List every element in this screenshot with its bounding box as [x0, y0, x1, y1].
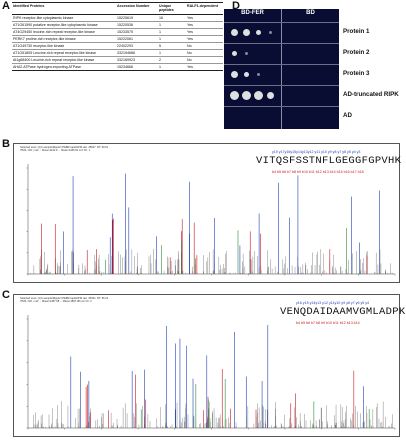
panel-label-a: A [2, 0, 10, 12]
table-row: AHA2 ATPase hydrogen-exporting ATPase 152… [12, 63, 223, 71]
table-row: RIPK receptor-like cytoplasmic kinase 152… [12, 14, 223, 22]
yeast-colony [245, 52, 248, 55]
peptide-sequence: VENQDAIDAAMVGMLADPK [280, 306, 406, 318]
table-cell: 5 [158, 42, 186, 50]
column-header: RALF1-dependent [186, 2, 223, 15]
table-cell: RIPK receptor-like cytoplasmic kinase [12, 14, 116, 22]
yeast-colony [267, 92, 274, 99]
row-divider [224, 43, 339, 44]
table-cell: AHA2 ATPase hydrogen-exporting ATPase [12, 63, 116, 71]
plate-row-label: AD-truncated RIPK [343, 91, 399, 98]
table-cell: 15222061 [116, 35, 158, 43]
plate-row-label: Protein 1 [343, 28, 370, 35]
yeast-colony [269, 31, 272, 34]
row-divider [224, 64, 339, 65]
table-row: AT1G51805 Leucine-rich repeat receptor-l… [12, 49, 223, 57]
table-cell: 332189923 [116, 56, 158, 64]
table-cell: 15225619 [116, 14, 158, 22]
table-row: AT1G49730 receptor-like kinase 22402293 5 N… [12, 42, 223, 50]
table-cell: PERK7 proline-rich receptor-like kinase [12, 35, 116, 43]
table-cell: Yes [186, 63, 223, 71]
table-cell: 15233575 [116, 28, 158, 36]
table-cell: 1 [158, 63, 186, 71]
b-ion-labels: b4 b5 b6 b7 b8 b9 b10 b11 b12 b13 b14 b1… [272, 170, 364, 174]
table-cell: 22402293 [116, 42, 158, 50]
plate-row [224, 64, 339, 85]
plate-row [224, 22, 339, 43]
yeast-colony [256, 30, 261, 35]
table-cell: AT1G61590 putative receptor-like cytopla… [12, 21, 116, 29]
plate-row-label: Protein 2 [343, 49, 370, 56]
plate-row [224, 85, 339, 106]
plate-row-label: AD [343, 112, 352, 119]
column-header: Accession Number [116, 2, 158, 15]
row-divider [224, 22, 339, 23]
table-cell: No [186, 49, 223, 57]
yeast-colony [244, 72, 249, 77]
y-ion-labels: y19 y17y16y15y14y13y12 y11 y10 y9 y8 y7 … [272, 150, 361, 154]
table-cell: AT1G49730 receptor-like kinase [12, 42, 116, 50]
scan-header: Selected scan: [1] b-sample/RippleY-PEBR… [20, 146, 109, 153]
yeast-colony [232, 51, 237, 56]
table-cell: 332194686 [116, 49, 158, 57]
row-divider [224, 85, 339, 86]
table-cell: Yes [186, 28, 223, 36]
table-cell: Yes [186, 14, 223, 22]
yeast-colony [257, 73, 260, 76]
row-divider [224, 106, 339, 107]
plate-divider [281, 9, 282, 129]
ms-spectrum-c: Selected scan: [1] b-sample/RippleY-PEBR… [13, 294, 405, 437]
yeast-colony [230, 91, 239, 100]
column-label-bd: BD [306, 10, 315, 16]
table-cell: 1 [158, 28, 186, 36]
table-cell: 1 [158, 49, 186, 57]
peptide-sequence: VITQSFSSTNFLGEGGFGPVHK [256, 155, 402, 167]
table-cell: 16 [158, 14, 186, 22]
table-row: AT4G29450 leucine-rich repeat receptor-l… [12, 28, 223, 36]
yeast-two-hybrid-plate: BD-FER BD [224, 9, 339, 129]
panel-label-c: C [2, 289, 10, 301]
plate-row-label: Protein 3 [343, 70, 370, 77]
panel-label-b: B [2, 138, 10, 150]
table-cell: No [186, 42, 223, 50]
table-cell: At1g68400 Leucine-rich repeat receptor-l… [12, 56, 116, 64]
table-cell: 15220536 [116, 21, 158, 29]
table-header-row: Identified Proteins Accession Number Uni… [12, 2, 223, 15]
y-ion-labels: y16 y15 y14y13 y12 y11y10 y9 y8 y7 y6 y5… [296, 301, 370, 305]
table-cell: 15234666 [116, 63, 158, 71]
table-cell: 2 [158, 56, 186, 64]
scan-header: Selected scan: [1] b-sample/RippleY-PEBR… [20, 297, 109, 304]
table-cell: AT1G51805 Leucine-rich repeat receptor-l… [12, 49, 116, 57]
b-ion-labels: b4 b5 b6 b7 b8 b9 b10 b11 b12 b13 b14 [296, 321, 360, 325]
table-row: PERK7 proline-rich receptor-like kinase 1… [12, 35, 223, 43]
column-label-bd-fer: BD-FER [241, 10, 264, 16]
table-row: AT1G61590 putative receptor-like cytopla… [12, 21, 223, 29]
yeast-colony [231, 29, 238, 36]
column-header: Identified Proteins [12, 2, 116, 15]
plate-row [224, 43, 339, 64]
table-cell: 1 [158, 35, 186, 43]
panel-label-d: D [232, 0, 240, 12]
plate-row [224, 106, 339, 127]
table-cell: No [186, 56, 223, 64]
yeast-colony [243, 29, 250, 36]
yeast-colony [254, 91, 263, 100]
table-cell: AT4G29450 leucine-rich repeat receptor-l… [12, 28, 116, 36]
yeast-colony [242, 91, 251, 100]
spectrum-plot [26, 164, 396, 276]
yeast-colony [231, 71, 238, 78]
table-cell: 1 [158, 21, 186, 29]
identified-proteins-table: Identified Proteins Accession Number Uni… [12, 2, 223, 71]
ms-spectrum-b: Selected scan: [1] b-sample/RippleY-PEBR… [13, 143, 402, 283]
table-cell: Yes [186, 21, 223, 29]
spectrum-plot [26, 315, 396, 430]
table-cell: Yes [186, 35, 223, 43]
column-header: Unique peptides [158, 2, 186, 15]
table-row: At1g68400 Leucine-rich repeat receptor-l… [12, 56, 223, 64]
